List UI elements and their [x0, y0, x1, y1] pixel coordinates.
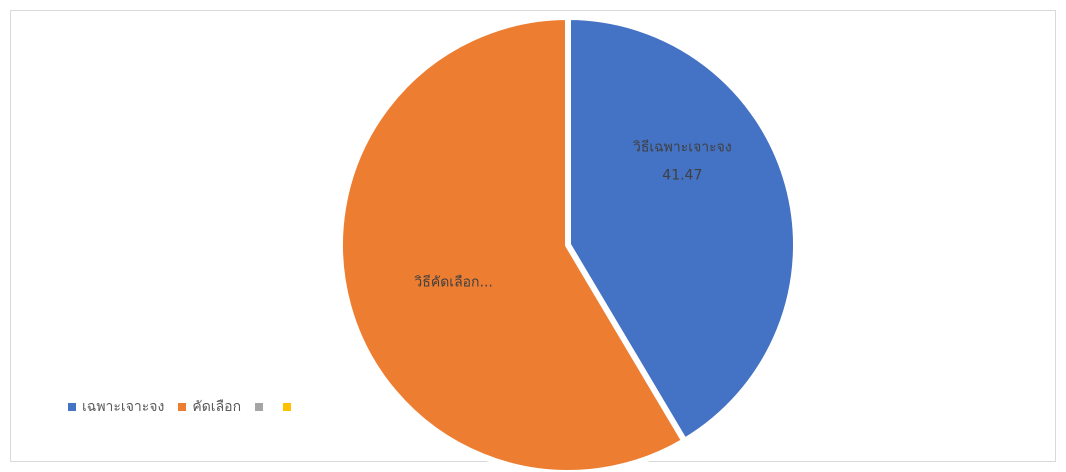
pie-slice-selection	[337, 14, 688, 472]
pie-slice-specific	[565, 14, 799, 445]
slice-value-specific: 41.47	[662, 168, 702, 184]
legend-item-series-3	[255, 403, 269, 411]
legend-item-specific: เฉพาะเจาะจง	[68, 396, 164, 418]
legend-swatch-series-3	[255, 403, 264, 411]
legend-item-series-4	[283, 403, 297, 411]
legend-swatch-specific	[68, 403, 76, 411]
legend-label-specific: เฉพาะเจาะจง	[82, 399, 165, 415]
slice-label-specific: วิธีเฉพาะเจาะจง	[633, 140, 732, 156]
legend-label-selection: คัดเลือก	[192, 399, 242, 415]
legend-swatch-series-4	[283, 403, 292, 411]
legend: เฉพาะเจาะจง คัดเลือก	[68, 396, 297, 418]
slice-label-selection: วิธีคัดเลือก...	[414, 274, 493, 290]
legend-swatch-selection	[178, 403, 187, 411]
legend-item-selection: คัดเลือก	[178, 396, 241, 418]
